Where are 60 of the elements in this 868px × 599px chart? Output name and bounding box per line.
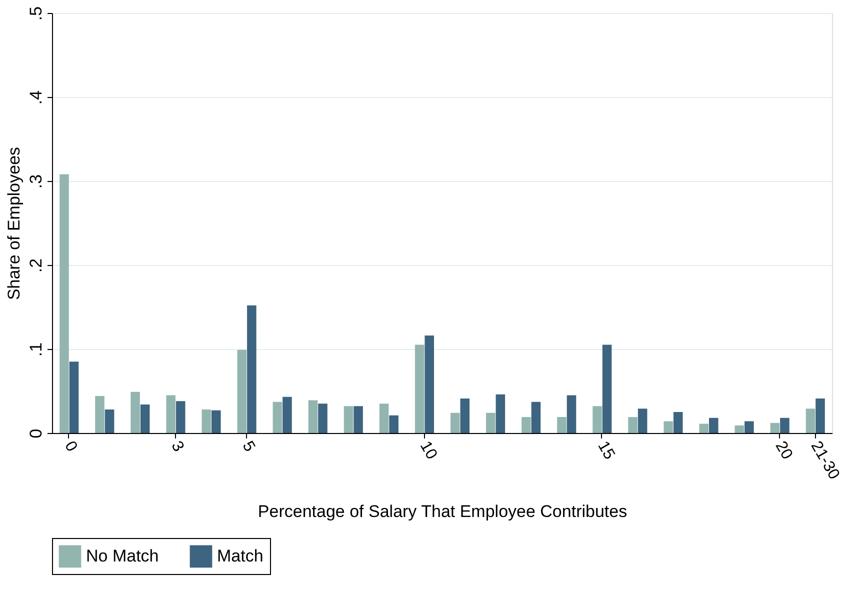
bar	[247, 305, 256, 433]
bar	[176, 401, 186, 433]
bar	[557, 417, 566, 433]
bar	[450, 412, 460, 433]
y-tick-label: .5	[26, 6, 46, 21]
bar	[699, 424, 709, 433]
bar	[379, 404, 389, 433]
bar	[806, 408, 816, 433]
x-tick-label: 15	[594, 438, 618, 462]
bar	[592, 406, 602, 433]
bar	[522, 417, 531, 433]
bar	[496, 394, 506, 433]
y-tick-label: .2	[26, 258, 46, 273]
bar	[104, 409, 114, 433]
bar	[130, 392, 140, 433]
bar	[602, 344, 612, 433]
x-tick-label: 10	[416, 438, 440, 462]
bar	[237, 350, 247, 433]
x-tick-label: 5	[238, 438, 258, 455]
bar	[734, 425, 744, 433]
y-tick-label: 0	[26, 428, 46, 438]
bar	[140, 404, 150, 433]
bar	[212, 410, 221, 433]
bar	[69, 362, 79, 433]
bar	[414, 344, 424, 433]
bar	[566, 395, 576, 433]
bar	[486, 412, 496, 433]
x-tick-label: 0	[61, 438, 80, 455]
legend-label: No Match	[86, 546, 159, 566]
bar	[531, 402, 541, 433]
bar	[744, 421, 754, 433]
bar	[460, 398, 470, 433]
bar	[202, 409, 212, 433]
bar	[638, 408, 648, 433]
bar	[272, 402, 282, 433]
bar	[628, 417, 638, 433]
x-axis-title: Percentage of Salary That Employee Contributes	[258, 502, 628, 521]
y-tick-label: .3	[26, 174, 46, 189]
x-tick-label: 20	[772, 438, 796, 462]
y-tick-label: .1	[26, 342, 46, 357]
bar	[60, 174, 69, 433]
bar	[424, 336, 434, 433]
bar	[282, 396, 292, 433]
bar	[354, 406, 363, 433]
legend-label: Match	[217, 546, 264, 566]
bar	[770, 422, 780, 433]
bar	[673, 412, 683, 433]
bar	[95, 396, 104, 433]
x-tick-label: 3	[168, 438, 187, 455]
y-axis-title: Share of Employees	[4, 146, 24, 300]
bar	[389, 415, 398, 433]
bar	[166, 395, 176, 433]
bar	[780, 418, 790, 433]
bar	[344, 406, 354, 433]
bar	[318, 404, 328, 433]
y-tick-label: .4	[26, 90, 46, 105]
bar	[308, 400, 318, 433]
bar	[664, 421, 673, 433]
bar	[816, 398, 825, 433]
bar	[709, 418, 718, 433]
